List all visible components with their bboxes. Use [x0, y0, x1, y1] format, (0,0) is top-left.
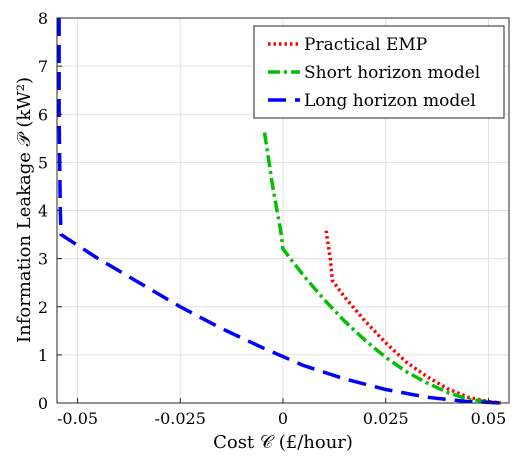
y-tick-label: 8: [38, 9, 48, 28]
y-tick-label: 3: [38, 250, 48, 269]
ticks: -0.05 -0.025 0 0.025 0.05 0 1 2 3 4 5 6 7 8: [38, 9, 506, 428]
x-axis-label: Cost 𝒞 (£/hour): [213, 432, 353, 453]
legend-label-long-horizon-model: Long horizon model: [304, 91, 476, 111]
legend: Practical EMP Short horizon model Long h…: [253, 25, 505, 119]
x-tick-label: -0.05: [57, 409, 98, 428]
y-tick-label: 2: [38, 298, 48, 317]
y-axis-label: Information Leakage 𝒫 (kW²): [14, 77, 35, 343]
series-line-practical-emp: [324, 230, 501, 405]
legend-label-practical-emp: Practical EMP: [304, 35, 427, 55]
y-tick-label: 0: [38, 394, 48, 413]
x-tick-label: 0.05: [471, 409, 507, 428]
y-tick-label: 4: [38, 202, 48, 221]
y-tick-label: 1: [38, 346, 48, 365]
series-group: [57, 18, 503, 405]
y-tick-label: 6: [38, 105, 48, 124]
x-tick-label: 0.025: [363, 409, 409, 428]
series-line-long-horizon-model: [57, 18, 503, 405]
series-line-short-horizon-model: [262, 132, 497, 405]
x-tick-label: 0: [278, 409, 288, 428]
x-tick-label: -0.025: [155, 409, 206, 428]
y-tick-label: 5: [38, 153, 48, 172]
y-tick-label: 7: [38, 57, 48, 76]
legend-label-short-horizon-model: Short horizon model: [304, 63, 480, 83]
